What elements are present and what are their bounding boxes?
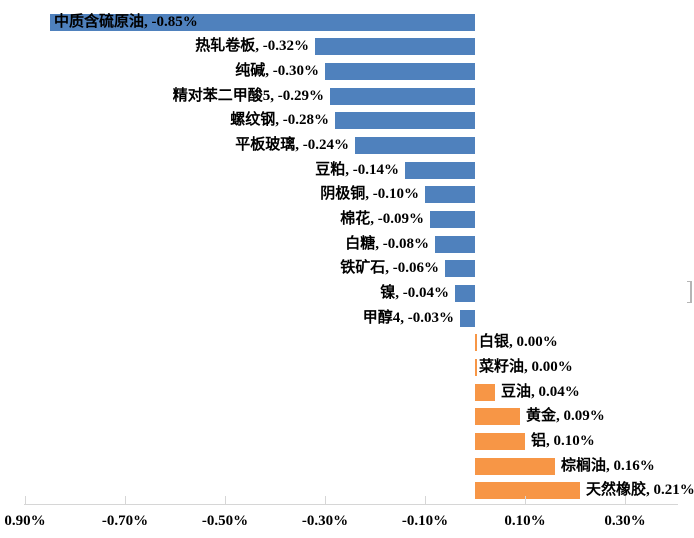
bar-label-螺纹钢: 螺纹钢, -0.28% xyxy=(230,112,329,129)
x-axis-label: -0.50% xyxy=(201,513,249,529)
x-axis-label: 0.30% xyxy=(604,513,646,529)
bar-label-棕榈油: 棕榈油, 0.16% xyxy=(561,457,655,474)
bar-label-精对苯二甲酸5: 精对苯二甲酸5, -0.29% xyxy=(172,87,324,104)
bar-中质含硫原油 xyxy=(50,13,475,31)
x-axis-label: -0.70% xyxy=(101,513,149,529)
bar-label-黄金: 黄金, 0.09% xyxy=(526,408,605,425)
x-axis-label: -0.30% xyxy=(301,513,349,529)
x-axis-label: 0.90% xyxy=(4,513,46,529)
x-axis-tick xyxy=(425,496,426,504)
bar-label-中质含硫原油: 中质含硫原油, -0.85% xyxy=(54,13,198,30)
bar-label-天然橡胶: 天然橡胶, 0.21% xyxy=(586,482,694,499)
x-axis-label: 0.10% xyxy=(504,513,546,529)
bar-黄金 xyxy=(475,408,520,426)
bar-棉花 xyxy=(430,210,475,228)
x-axis-label: -0.10% xyxy=(401,513,449,529)
bar-label-铁矿石: 铁矿石, -0.06% xyxy=(340,260,439,277)
bar-白糖 xyxy=(435,235,475,253)
bar-label-豆粕: 豆粕, -0.14% xyxy=(315,161,399,178)
bar-甲醇4 xyxy=(460,309,475,327)
bar-铁矿石 xyxy=(445,260,475,278)
x-axis-tick xyxy=(325,496,326,504)
bar-label-热轧卷板: 热轧卷板, -0.32% xyxy=(195,38,309,55)
bar-白银 xyxy=(475,334,477,352)
x-axis-tick xyxy=(625,496,626,504)
bar-镍 xyxy=(455,284,475,302)
bar-棕榈油 xyxy=(475,457,555,475)
bar-阴极铜 xyxy=(425,186,475,204)
x-axis-tick xyxy=(25,496,26,504)
right-edge-artifact xyxy=(687,281,692,303)
bar-螺纹钢 xyxy=(335,112,475,130)
bar-label-白糖: 白糖, -0.08% xyxy=(345,235,429,252)
x-axis-line xyxy=(24,504,678,505)
bar-label-纯碱: 纯碱, -0.30% xyxy=(235,62,319,79)
bar-label-镍: 镍, -0.04% xyxy=(380,284,449,301)
bar-纯碱 xyxy=(325,62,475,80)
bar-精对苯二甲酸5 xyxy=(330,87,475,105)
bar-label-平板玻璃: 平板玻璃, -0.24% xyxy=(235,136,349,153)
bar-label-甲醇4: 甲醇4, -0.03% xyxy=(362,309,454,326)
bar-label-阴极铜: 阴极铜, -0.10% xyxy=(320,186,419,203)
bar-label-白银: 白银, 0.00% xyxy=(479,334,558,351)
bar-label-豆油: 豆油, 0.04% xyxy=(501,383,580,400)
bar-铝 xyxy=(475,433,525,451)
x-axis-tick xyxy=(525,496,526,504)
bar-菜籽油 xyxy=(475,359,477,377)
bar-豆粕 xyxy=(405,161,475,179)
bar-label-棉花: 棉花, -0.09% xyxy=(340,210,424,227)
x-axis-tick xyxy=(125,496,126,504)
bar-天然橡胶 xyxy=(475,482,580,500)
bar-label-菜籽油: 菜籽油, 0.00% xyxy=(479,359,573,376)
x-axis-tick xyxy=(225,496,226,504)
bar-平板玻璃 xyxy=(355,136,475,154)
bar-热轧卷板 xyxy=(315,38,475,56)
bar-豆油 xyxy=(475,383,495,401)
bar-label-铝: 铝, 0.10% xyxy=(531,433,595,450)
